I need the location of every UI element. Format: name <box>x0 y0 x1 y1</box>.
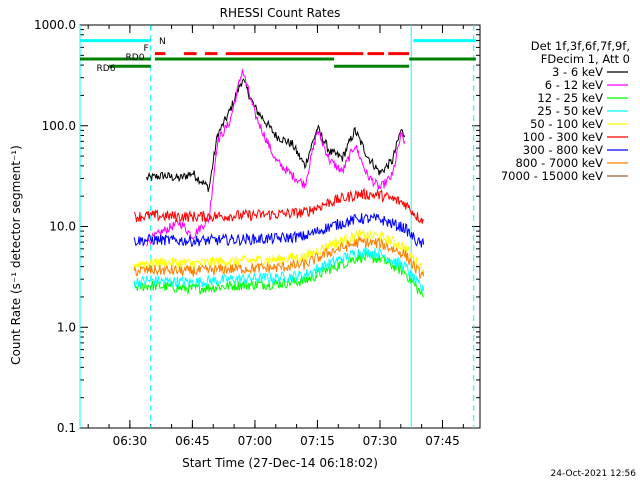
x-axis-label: Start Time (27-Dec-14 06:18:02) <box>182 456 378 470</box>
legend-entry-label: 3 - 6 keV <box>552 65 603 79</box>
y-tick-label: 100.0 <box>42 119 76 133</box>
legend-entry-label: 100 - 300 keV <box>523 130 603 144</box>
footer-timestamp: 24-Oct-2021 12:56 <box>551 469 637 479</box>
series-line <box>133 228 425 276</box>
legend-entry-label: 7000 - 15000 keV <box>501 169 603 183</box>
y-tick-label: 0.1 <box>57 421 76 435</box>
series-line <box>133 212 425 248</box>
x-tick-label: 06:45 <box>175 434 210 448</box>
y-tick-label: 1.0 <box>57 320 76 334</box>
flag-label: N <box>159 37 166 47</box>
series-line <box>133 246 425 293</box>
plot-area: 0.1 1.0 10.0 100.0 1000.0 06:30 06:45 07:00 07:1… <box>34 18 481 448</box>
y-tick-label: 1000.0 <box>34 18 76 32</box>
legend-entry-label: 50 - 100 keV <box>530 117 603 131</box>
series-line <box>146 69 406 247</box>
legend-entry-label: 300 - 800 keV <box>523 143 603 157</box>
series-line <box>146 78 406 192</box>
legend: Det 1f,3f,6f,7f,9f,FDecim 1, Att 03 - 6 … <box>501 39 630 183</box>
x-tick-label: 07:15 <box>300 434 335 448</box>
series-line <box>133 187 425 224</box>
legend-entry-label: 800 - 7000 keV <box>515 156 603 170</box>
x-tick-label: 07:00 <box>238 434 273 448</box>
legend-entry-label: 25 - 50 keV <box>537 104 603 118</box>
y-tick-label: 10.0 <box>49 220 76 234</box>
x-tick-label: 07:30 <box>363 434 398 448</box>
series-line <box>133 235 425 279</box>
chart-title: RHESSI Count Rates <box>220 6 341 20</box>
flag-label: RD0 <box>126 53 145 63</box>
flag-label: RD6 <box>97 64 116 74</box>
legend-title-line: Det 1f,3f,6f,7f,9f, <box>531 39 630 53</box>
x-tick-label: 07:45 <box>425 434 460 448</box>
legend-title-line: FDecim 1, Att 0 <box>541 52 630 66</box>
flag-label: F <box>143 44 148 54</box>
y-axis-label: Count Rate (s⁻¹ detector segment⁻¹) <box>9 145 23 365</box>
legend-entry-label: 6 - 12 keV <box>545 78 603 92</box>
x-tick-label: 06:30 <box>113 434 148 448</box>
legend-entry-label: 12 - 25 keV <box>537 91 603 105</box>
